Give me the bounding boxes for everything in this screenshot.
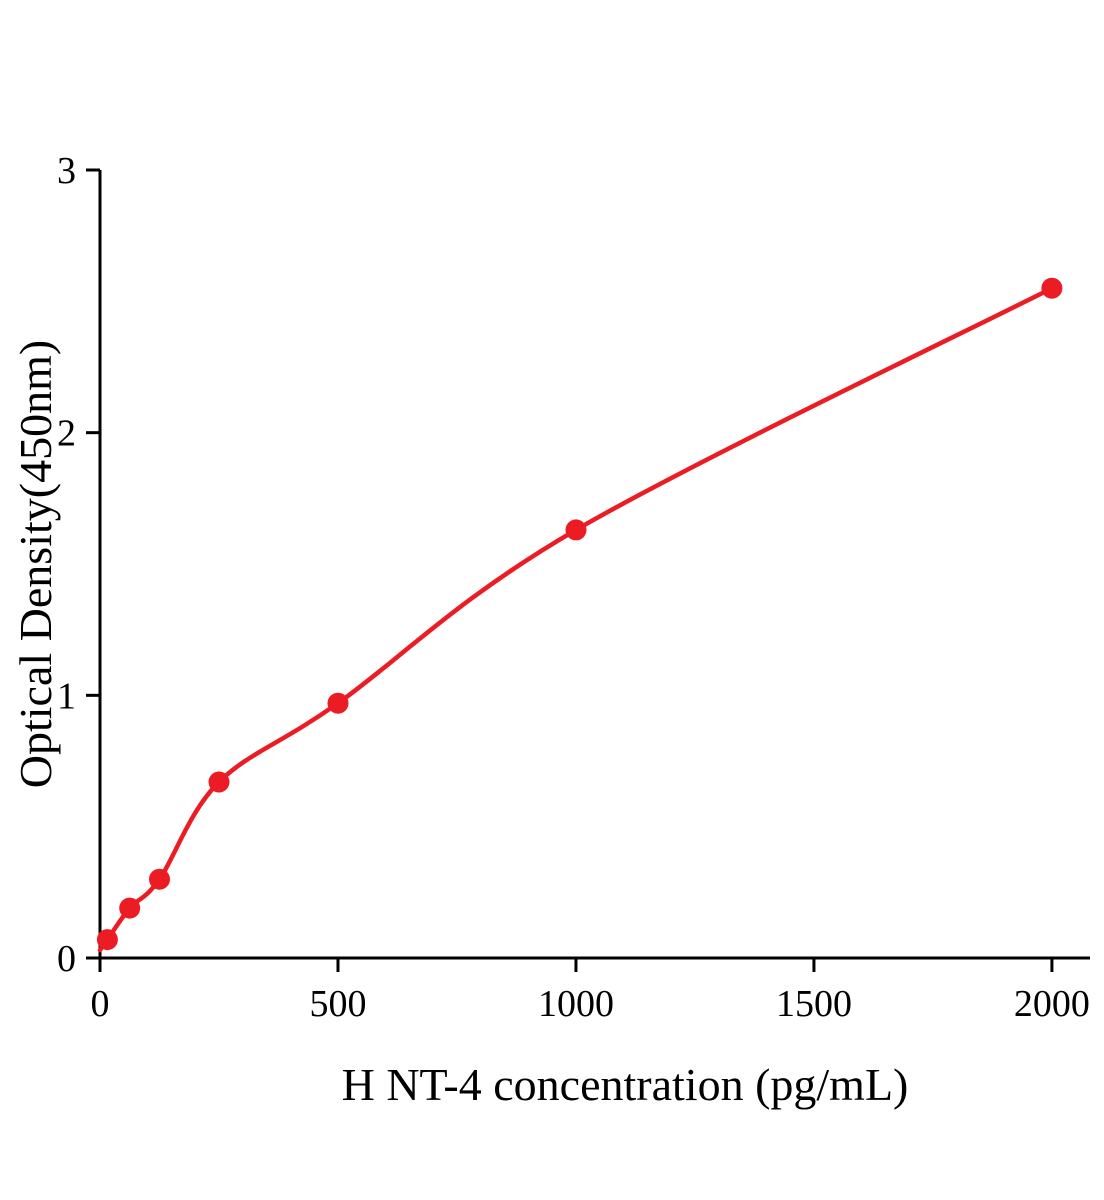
x-axis-tick-label: 2000 (1014, 983, 1090, 1025)
x-axis-tick-label: 1500 (776, 983, 852, 1025)
data-point-marker (208, 771, 230, 793)
data-point-marker (565, 519, 587, 541)
data-point-marker (96, 929, 118, 951)
data-point-marker (119, 897, 141, 919)
x-axis-tick-label: 500 (309, 983, 366, 1025)
y-axis-tick-label: 2 (57, 413, 76, 455)
y-axis-tick-label: 0 (57, 938, 76, 980)
y-axis-tick-label: 1 (57, 675, 76, 717)
x-axis-tick-label: 1000 (538, 983, 614, 1025)
x-axis-label: H NT-4 concentration (pg/mL) (341, 1059, 909, 1110)
data-point-marker (149, 868, 170, 890)
standard-curve-line (97, 285, 1055, 953)
data-point-marker (1041, 277, 1063, 299)
data-point-marker (327, 692, 349, 714)
x-axis-tick-label: 0 (91, 983, 110, 1025)
y-axis-label: Optical Density(450nm) (10, 339, 61, 789)
y-axis-tick-label: 3 (57, 150, 76, 192)
